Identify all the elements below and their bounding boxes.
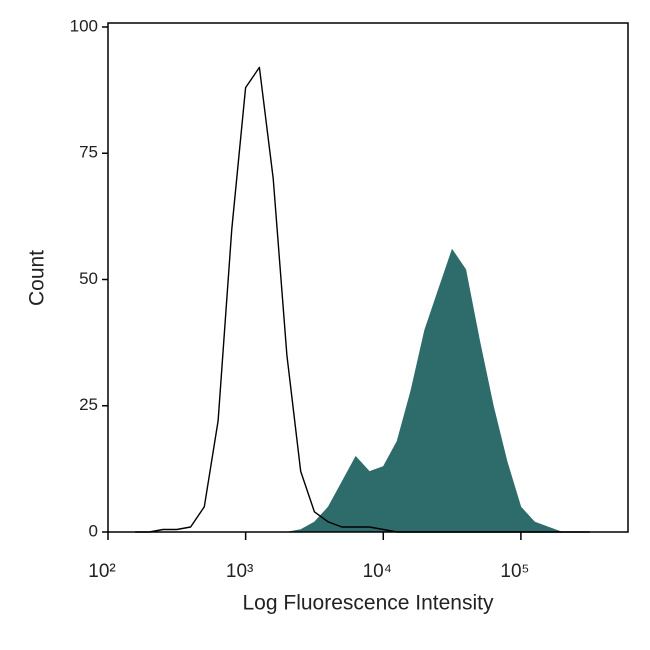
y-tick-label: 0 <box>89 521 98 540</box>
x-tick-label: 10⁵ <box>500 561 529 582</box>
y-tick-label: 50 <box>79 269 98 288</box>
x-tick-label: 10⁴ <box>363 561 392 582</box>
x-tick-label: 10³ <box>226 561 253 582</box>
y-tick-label: 25 <box>79 395 98 414</box>
y-axis-label: Count <box>26 250 49 306</box>
y-tick-label: 75 <box>79 143 98 162</box>
histogram-line <box>135 66 590 533</box>
x-axis-label: Log Fluorescence Intensity <box>243 592 494 615</box>
y-tick-label: 100 <box>70 16 98 35</box>
x-tick-label: 10² <box>88 561 115 582</box>
plot-frame <box>107 22 629 533</box>
histogram-area <box>135 248 590 533</box>
